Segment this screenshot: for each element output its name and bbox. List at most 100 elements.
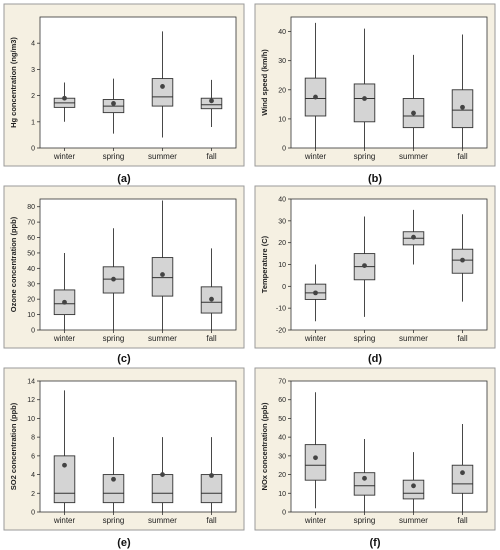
y-tick-label: 50 (27, 250, 35, 257)
box-spring (102, 228, 125, 330)
x-tick-label: summer (148, 516, 177, 525)
y-tick-label: 20 (278, 472, 286, 479)
box-iqr (304, 444, 327, 481)
box-fall (451, 214, 474, 302)
mean-marker (62, 95, 67, 101)
x-tick-label: spring (354, 334, 376, 343)
x-tick-label: winter (304, 516, 327, 525)
box-fall (200, 437, 223, 512)
box-winter (304, 264, 327, 322)
y-axis-label: NOx concentration (ppb) (260, 402, 269, 490)
mean-marker (460, 470, 465, 476)
y-tick-label: 2 (31, 491, 35, 498)
panel-caption: (d) (368, 353, 382, 365)
x-tick-label: spring (354, 516, 376, 525)
y-axis-label: Hg concentration (ng/m3) (9, 37, 18, 128)
box-iqr (451, 464, 474, 494)
y-tick-label: 0 (31, 510, 35, 517)
box-iqr (200, 474, 223, 504)
panel-caption: (a) (117, 173, 131, 185)
x-tick-label: fall (206, 516, 216, 525)
chart-panel-4: -20 -10 0 10 20 30 40 Temperature (C) winter spri… (254, 185, 496, 349)
y-tick-label: 60 (278, 397, 286, 404)
box-winter (304, 392, 327, 509)
panel-caption: (f) (370, 537, 381, 549)
box-spring (353, 28, 376, 148)
mean-marker (62, 299, 67, 305)
x-tick-label: summer (399, 152, 428, 161)
chart-panel-6: 0 10 20 30 40 50 60 70 NOx concentration (ppb) wi… (254, 367, 496, 531)
x-tick-label: fall (206, 334, 216, 343)
chart-panel-5: 0 2 4 6 8 10 12 14 SO2 concentration (ppb) winter… (3, 367, 245, 531)
y-axis-label: Temperature (C) (260, 235, 269, 293)
chart-panel-1: 0 1 2 3 4 Hg concentration (ng/m3) winter sprin… (3, 3, 245, 167)
y-tick-label: 80 (27, 204, 35, 211)
panel-caption: (b) (368, 173, 382, 185)
box-spring (353, 216, 376, 317)
box-winter (53, 82, 76, 122)
chart-panel-3: 0 10 20 30 40 50 60 70 80 Ozone concentration (pp… (3, 185, 245, 349)
y-tick-label: -10 (276, 306, 286, 313)
box-winter (53, 390, 76, 512)
mean-marker (209, 473, 214, 478)
mean-marker (62, 462, 67, 468)
y-tick-label: 50 (278, 416, 286, 423)
y-tick-label: 14 (27, 379, 35, 386)
y-tick-label: 0 (282, 284, 286, 291)
box-iqr (151, 78, 174, 107)
x-tick-label: fall (457, 334, 467, 343)
box-summer (402, 209, 425, 265)
y-tick-label: 20 (278, 87, 286, 94)
y-tick-label: 20 (27, 297, 35, 304)
box-fall (200, 248, 223, 330)
box-iqr (353, 472, 376, 496)
mean-marker (209, 296, 214, 302)
mean-marker (160, 472, 165, 477)
box-iqr (200, 97, 223, 110)
y-axis-label: Wind speed (km/h) (260, 49, 269, 116)
x-tick-label: spring (103, 152, 125, 161)
mean-marker (362, 475, 367, 481)
box-summer (151, 31, 174, 138)
mean-marker (411, 483, 416, 489)
box-fall (200, 79, 223, 128)
mean-marker (362, 96, 367, 101)
y-tick-label: 20 (278, 240, 286, 247)
y-tick-label: 0 (31, 328, 35, 335)
y-tick-label: 4 (31, 41, 35, 48)
box-spring (102, 78, 125, 134)
x-tick-label: fall (457, 516, 467, 525)
box-iqr (402, 479, 425, 500)
y-tick-label: 0 (282, 510, 286, 517)
y-tick-label: 40 (278, 435, 286, 442)
y-tick-label: 6 (31, 453, 35, 460)
mean-marker (160, 84, 165, 89)
y-tick-label: 2 (31, 93, 35, 100)
y-tick-label: 30 (278, 218, 286, 225)
x-tick-label: summer (399, 334, 428, 343)
x-tick-label: summer (148, 334, 177, 343)
y-tick-label: 10 (278, 262, 286, 269)
mean-marker (411, 110, 416, 116)
y-axis-label: SO2 concentration (ppb) (9, 402, 18, 490)
box-iqr (353, 83, 376, 123)
y-tick-label: 10 (27, 416, 35, 423)
x-tick-label: winter (53, 516, 76, 525)
mean-marker (111, 276, 116, 282)
y-tick-label: 12 (27, 397, 35, 404)
y-tick-label: 4 (31, 472, 35, 479)
y-axis-label: Ozone concentration (ppb) (9, 216, 18, 312)
y-tick-label: 30 (278, 58, 286, 65)
y-tick-label: 30 (27, 281, 35, 288)
y-tick-label: 70 (278, 379, 286, 386)
mean-marker (313, 94, 318, 100)
y-tick-label: 40 (278, 29, 286, 36)
y-tick-label: -20 (276, 328, 286, 335)
y-tick-label: 1 (31, 119, 35, 126)
x-tick-label: winter (304, 152, 327, 161)
mean-marker (111, 101, 116, 106)
y-tick-label: 70 (27, 220, 35, 227)
x-tick-label: spring (354, 152, 376, 161)
x-tick-label: winter (53, 152, 76, 161)
mean-marker (209, 98, 214, 104)
